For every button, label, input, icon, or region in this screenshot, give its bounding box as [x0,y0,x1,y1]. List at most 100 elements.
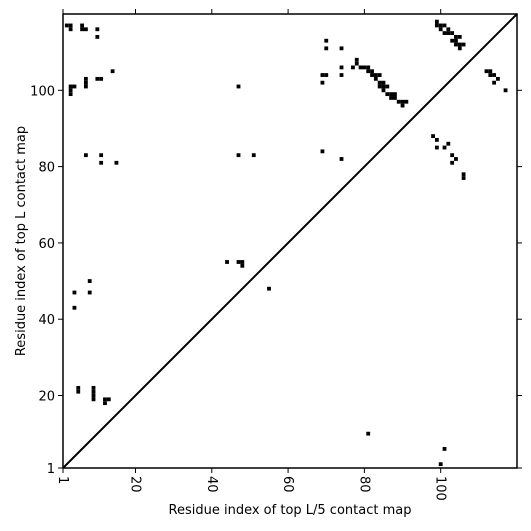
contact-point-upper-15 [95,76,100,81]
contact-point-upper-105 [461,172,466,177]
contact-point-upper-14 [83,84,88,89]
contact-point-upper-56 [358,65,363,70]
contact-point-upper-99 [434,145,439,150]
contact-point-upper-75 [393,96,397,100]
contact-point-upper-79 [404,99,409,104]
contact-point-upper-16 [99,76,104,81]
x-axis-title: Residue index of top L/5 contact map [169,503,412,518]
contact-point-upper-102 [450,153,455,158]
contact-point-upper-30 [72,290,77,295]
contact-point-upper-27 [240,260,245,264]
y-tick-label-2: 40 [38,313,55,328]
contact-point-upper-94 [457,42,462,47]
contact-point-upper-90 [454,34,458,39]
contact-point-upper-45 [339,46,344,51]
contact-point-upper-42 [103,401,107,406]
contact-point-upper-93 [457,34,462,39]
contact-point-upper-17 [110,69,115,74]
contact-point-upper-47 [324,73,329,77]
contact-point-upper-52 [339,157,344,161]
y-axis-title: Residue index of top L contact map [14,126,29,356]
contact-point-upper-110 [492,73,497,77]
contact-point-upper-24 [251,153,256,158]
contact-point-upper-83 [438,27,443,32]
contact-point-upper-68 [381,84,386,89]
contact-point-upper-62 [373,73,378,77]
y-tick-label-4: 80 [38,161,55,176]
contact-point-upper-66 [377,84,382,89]
contact-point-upper-72 [389,92,394,97]
y-tick-label-3: 60 [38,237,55,252]
contact-point-upper-106 [461,176,466,180]
contact-point-upper-60 [370,69,374,74]
contact-point-lower-0 [366,431,371,436]
x-tick-label-3: 60 [280,476,295,493]
contact-point-upper-108 [488,69,493,74]
contact-point-upper-38 [91,393,96,398]
contact-point-upper-101 [446,141,451,146]
contact-point-upper-48 [339,65,344,70]
contact-point-upper-91 [454,38,458,43]
contact-point-upper-89 [450,38,455,43]
contact-point-upper-18 [83,153,88,158]
x-tick-label-2: 40 [204,476,219,493]
contact-point-upper-43 [324,38,329,43]
contact-point-upper-71 [385,92,390,97]
contact-point-upper-36 [91,385,96,390]
contact-point-upper-19 [99,153,104,158]
contact-point-upper-87 [446,31,451,35]
contact-point-upper-26 [236,260,241,264]
contact-point-upper-3 [80,23,84,28]
contact-point-upper-57 [362,65,367,70]
y-tick-label-0: 1 [47,462,55,477]
y-tick-label-1: 20 [38,390,55,405]
contact-point-upper-98 [434,137,439,142]
plot-frame [62,13,518,469]
contact-point-upper-33 [72,305,77,310]
contact-point-upper-34 [76,385,81,390]
contact-point-upper-70 [385,84,390,89]
contact-point-upper-100 [442,145,447,150]
x-tick-label-5: 100 [433,476,448,501]
contact-point-upper-103 [450,160,455,165]
contact-point-upper-88 [450,31,455,35]
x-tick-label-0: 1 [55,476,70,484]
contact-point-upper-9 [72,84,77,89]
contact-point-upper-7 [95,34,100,39]
contact-point-upper-23 [236,153,241,158]
contact-point-upper-55 [354,61,359,66]
contact-point-upper-77 [400,99,405,104]
contact-point-upper-107 [484,69,489,74]
contact-point-upper-28 [240,263,245,268]
contact-point-upper-113 [503,88,508,93]
contact-point-upper-63 [373,76,378,81]
contact-point-lower-2 [438,462,443,467]
contact-point-upper-12 [83,76,88,81]
contact-point-upper-53 [351,65,355,70]
contact-marks [64,19,508,467]
contact-point-upper-84 [442,23,447,28]
x-tick-label-4: 80 [356,476,371,493]
contact-point-upper-96 [461,42,466,47]
contact-point-upper-4 [80,27,84,32]
contact-point-upper-67 [381,80,386,85]
contact-point-upper-31 [87,279,92,283]
contact-point-upper-40 [103,397,107,402]
contact-point-upper-54 [354,57,359,62]
contact-point-upper-20 [99,160,104,165]
contact-point-upper-59 [366,69,371,74]
contact-point-upper-109 [488,73,493,77]
x-tick-label-1: 20 [127,476,142,493]
contact-point-upper-95 [457,46,462,51]
contact-point-upper-2 [68,27,73,32]
contact-point-lower-1 [442,447,447,451]
contact-point-upper-78 [400,103,405,108]
contact-point-upper-41 [106,397,111,402]
contact-point-upper-80 [434,19,439,24]
contact-point-upper-81 [434,23,439,28]
y-tick-label-5: 100 [30,84,55,99]
contact-point-upper-65 [377,80,382,85]
contact-point-upper-21 [114,160,119,165]
